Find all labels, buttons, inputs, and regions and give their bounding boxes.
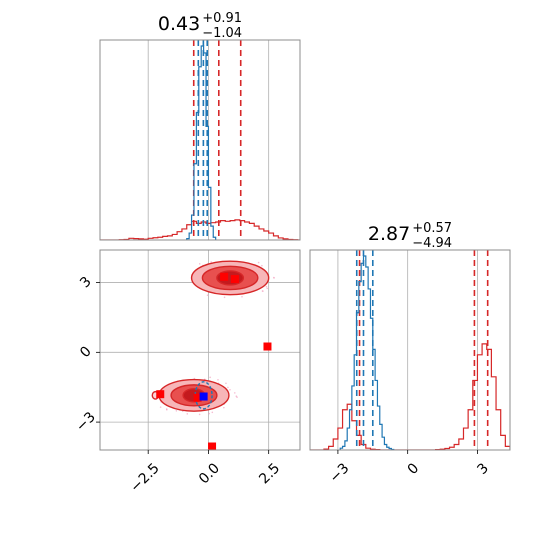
sample-dot <box>233 392 236 394</box>
hist-panel-param2: −3 0 3 2.87 +0.57 −4.94 <box>309 221 511 486</box>
sample-dot <box>227 386 229 389</box>
hist-p1-series-0 <box>100 219 300 240</box>
marker-point <box>263 342 272 351</box>
sample-dot <box>257 261 260 264</box>
joint-frame <box>99 249 301 451</box>
hist-p2-frame <box>309 249 511 451</box>
sample-dot <box>217 378 219 381</box>
hist-p2-series-1 <box>339 255 395 450</box>
sample-dot <box>223 406 225 409</box>
y-tick-label: 0 <box>77 344 95 362</box>
marker-point <box>156 390 165 399</box>
title-param1: 0.43 <box>158 13 200 35</box>
sample-dot <box>210 261 212 263</box>
sample-dot <box>186 413 189 415</box>
sample-dot <box>198 413 201 416</box>
sample-dot <box>262 290 264 292</box>
marker-point <box>230 275 239 284</box>
x-tick-label: 0 <box>405 460 423 478</box>
title-param2: 2.87 <box>368 223 410 245</box>
marker-point <box>208 442 217 450</box>
marker-point <box>220 272 229 281</box>
sample-dot <box>265 285 268 288</box>
joint-panel: −3 0 3 −2.5 0.0 2.5 <box>73 249 301 496</box>
contour-level <box>194 381 213 410</box>
title-param2-minus: −4.94 <box>412 236 452 251</box>
sample-dot <box>229 388 231 391</box>
x-tick-label: −3 <box>327 460 353 486</box>
sample-dot <box>223 296 226 299</box>
sample-dot <box>225 382 227 385</box>
sample-dot <box>273 276 275 279</box>
joint-y-ticks: −3 0 3 <box>73 274 100 435</box>
sample-dot <box>175 409 178 412</box>
sample-dot <box>266 287 269 290</box>
sample-dot <box>261 264 263 267</box>
x-tick-label: 2.5 <box>256 460 283 487</box>
hist-p2-marks <box>310 250 510 450</box>
title-param1-minus: −1.04 <box>202 26 242 41</box>
marker-point <box>193 393 202 402</box>
hist-p1-frame <box>99 39 301 241</box>
sample-dot <box>241 295 243 298</box>
sample-dot <box>208 412 210 415</box>
y-tick-label: −3 <box>73 409 99 435</box>
y-tick-label: 3 <box>77 274 95 292</box>
title-param2-plus: +0.57 <box>412 221 452 236</box>
hist-p1-marks <box>100 40 300 240</box>
hist-panel-param1: 0.43 +0.91 −1.04 <box>99 11 301 241</box>
x-tick-label: 0.0 <box>196 460 223 487</box>
hist-p1-series-1 <box>186 45 217 240</box>
joint-marks <box>151 260 275 450</box>
sample-dot <box>209 376 211 379</box>
sample-dot <box>198 263 201 265</box>
joint-x-ticks: −2.5 0.0 2.5 <box>127 450 283 496</box>
marker-point <box>199 392 208 401</box>
sample-dot <box>165 408 168 410</box>
title-param1-plus: +0.91 <box>202 11 242 26</box>
sample-dot <box>236 396 238 398</box>
hist-p2-grid <box>337 250 478 450</box>
hist-p2-series-0 <box>310 343 510 450</box>
hist-p2-x-ticks: −3 0 3 <box>327 450 492 486</box>
x-tick-label: −2.5 <box>127 460 162 495</box>
sample-dot <box>159 406 162 408</box>
x-tick-label: 3 <box>474 460 492 478</box>
sample-dot <box>211 411 214 414</box>
sample-dot <box>206 294 209 296</box>
